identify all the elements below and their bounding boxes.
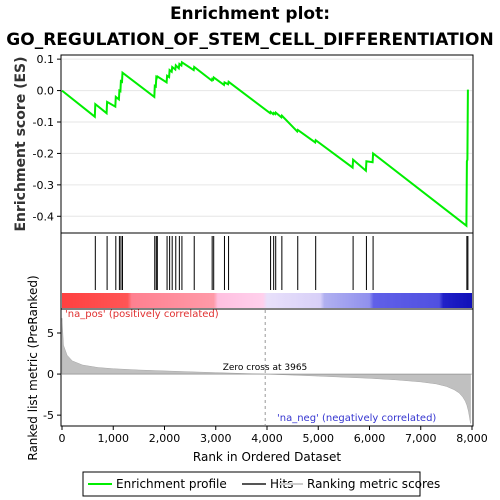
negative-correlation-label: 'na_neg' (negatively correlated) [277, 413, 436, 424]
x-axis-label: Rank in Ordered Dataset [193, 450, 341, 464]
metric-axis-ticks: 5 0 -5 [43, 327, 61, 422]
es-tick-label: -0.1 [33, 116, 54, 129]
metric-tick-label: 0 [47, 368, 54, 381]
x-tick-label: 2,000 [149, 432, 181, 445]
ranking-color-bar [62, 293, 472, 308]
es-tick-label: 0.0 [37, 85, 55, 98]
es-tick-label: -0.4 [33, 210, 54, 223]
metric-axis-label: Ranked list metric (PreRanked) [26, 275, 40, 460]
x-axis-ticks: 0 1,000 2,000 3,000 4,000 5,000 6,000 7,000 8,00… [59, 426, 488, 445]
hit-marks [94, 236, 469, 290]
es-gridlines [62, 58, 472, 217]
x-tick-label: 7,000 [405, 432, 437, 445]
x-tick-label: 0 [59, 432, 66, 445]
legend-enrichment-label: Enrichment profile [116, 477, 227, 491]
legend: Enrichment profile Hits Ranking metric s… [82, 471, 440, 497]
es-axis-ticks: 0.1 0.0 -0.1 -0.2 -0.3 -0.4 [33, 53, 61, 223]
chart-subtitle: GO_REGULATION_OF_STEM_CELL_DIFFERENTIATI… [6, 30, 493, 50]
x-tick-label: 3,000 [200, 432, 232, 445]
metric-panel [60, 308, 474, 427]
x-tick-label: 4,000 [251, 432, 283, 445]
x-tick-label: 8,000 [456, 432, 488, 445]
es-axis-label: Enrichment score (ES) [13, 56, 29, 231]
positive-correlation-label: 'na_pos' (positively correlated) [65, 309, 219, 320]
enrichment-profile-line [61, 60, 469, 228]
es-panel [60, 54, 474, 234]
metric-tick-label: -5 [43, 409, 54, 422]
es-tick-label: 0.1 [37, 53, 55, 66]
legend-ranking-label: Ranking metric scores [307, 477, 440, 491]
ranking-metric-area [61, 318, 471, 424]
es-tick-label: -0.3 [33, 179, 54, 192]
x-tick-label: 1,000 [98, 432, 130, 445]
chart-title: Enrichment plot: [170, 4, 330, 24]
es-tick-label: -0.2 [33, 147, 54, 160]
x-tick-label: 5,000 [303, 432, 335, 445]
metric-tick-label: 5 [47, 327, 54, 340]
zero-cross-label: Zero cross at 3965 [223, 363, 308, 373]
x-tick-label: 6,000 [354, 432, 386, 445]
